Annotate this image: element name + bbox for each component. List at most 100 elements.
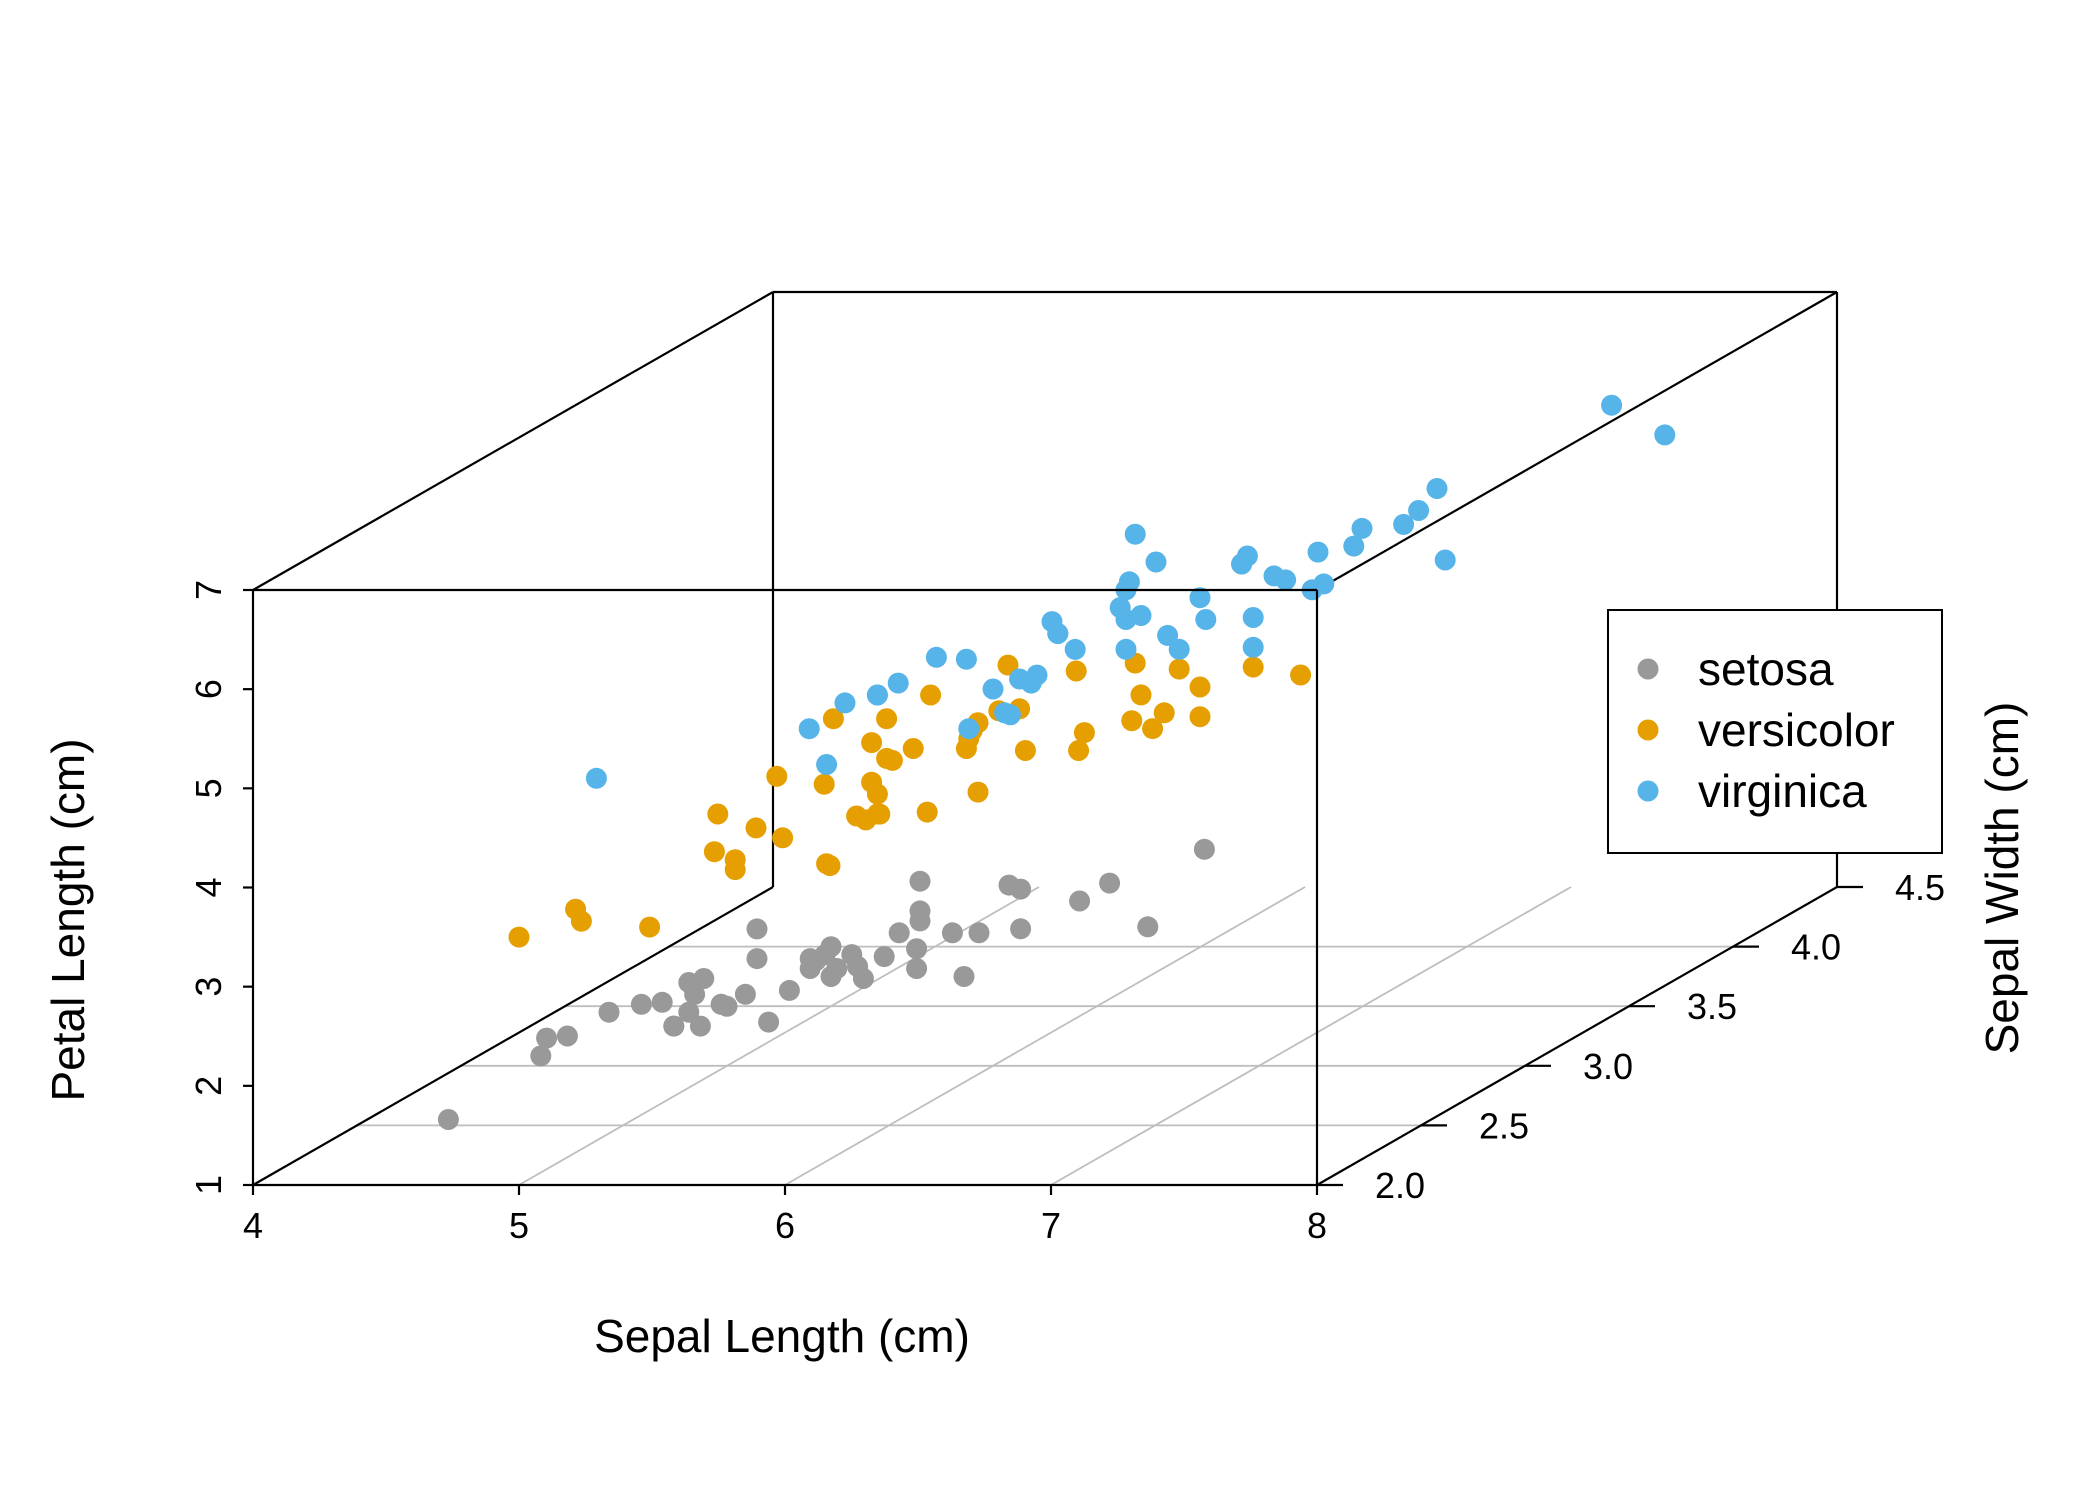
data-point-setosa (1010, 918, 1032, 940)
data-point-versicolor (1242, 656, 1264, 678)
data-point-setosa (689, 1015, 711, 1037)
data-point-virginica (834, 692, 856, 714)
data-point-setosa (909, 870, 931, 892)
data-point-versicolor (813, 773, 835, 795)
data-point-virginica (1275, 569, 1297, 591)
data-point-virginica (1242, 607, 1264, 628)
data-point-versicolor (703, 841, 725, 863)
data-point-versicolor (508, 926, 530, 948)
data-point-setosa (746, 918, 768, 940)
data-point-setosa (630, 993, 652, 1015)
data-point-virginica (1195, 609, 1217, 630)
data-point-setosa (758, 1011, 780, 1033)
data-point-versicolor (1014, 740, 1036, 761)
data-point-setosa (906, 958, 928, 979)
data-point-setosa (663, 1015, 685, 1037)
z-axis-title: Petal Length (cm) (42, 738, 94, 1101)
z-tick-label: 6 (188, 679, 229, 699)
z-tick-label: 1 (188, 1175, 229, 1195)
data-point-setosa (651, 991, 673, 1013)
data-point-versicolor (1068, 740, 1090, 761)
legend-marker-virginica (1637, 780, 1659, 802)
data-point-versicolor (1189, 676, 1211, 698)
data-point-setosa (909, 900, 931, 922)
data-point-versicolor (1130, 684, 1152, 706)
y-tick-label: 3.0 (1583, 1046, 1633, 1087)
data-point-setosa (536, 1027, 558, 1049)
data-point-virginica (1654, 424, 1676, 446)
x-tick-label: 5 (509, 1205, 529, 1246)
data-point-versicolor (902, 738, 924, 759)
data-point-versicolor (920, 684, 942, 706)
data-point-versicolor (1073, 722, 1095, 744)
z-tick-label: 3 (188, 977, 229, 997)
z-tick-label: 7 (188, 580, 229, 600)
data-point-versicolor (816, 853, 838, 875)
data-point-setosa (1193, 838, 1215, 860)
data-point-virginica (1242, 636, 1264, 658)
legend-box (1607, 609, 1943, 854)
data-point-virginica (1064, 638, 1086, 660)
data-point-versicolor (1153, 702, 1175, 724)
y-tick-label: 4.0 (1791, 927, 1841, 968)
data-point-versicolor (724, 859, 746, 881)
data-point-versicolor (1168, 658, 1190, 680)
box-edge (252, 291, 774, 591)
grid-line-x (1050, 886, 1572, 1186)
data-point-virginica (1115, 638, 1137, 660)
legend-label-setosa: setosa (1698, 643, 1834, 695)
data-point-virginica (866, 684, 888, 706)
data-point-virginica (1307, 541, 1329, 563)
legend-label-versicolor: versicolor (1698, 704, 1895, 756)
data-point-virginica (955, 648, 977, 670)
data-point-versicolor (772, 827, 794, 849)
data-point-virginica (1124, 523, 1146, 545)
data-point-versicolor (707, 803, 729, 825)
data-point-virginica (1145, 551, 1167, 573)
data-point-setosa (805, 950, 827, 972)
tick-labels: 4 5 6 7 8 1 2 3 4 5 6 7 2.0 2.5 3.0 3.5 4.0 4.5 (188, 580, 1945, 1246)
x-tick-label: 6 (775, 1205, 795, 1246)
data-point-virginica (1351, 517, 1373, 539)
data-point-virginica (1343, 535, 1365, 557)
data-point-setosa (968, 922, 990, 944)
data-point-setosa (820, 936, 842, 958)
data-point-setosa (953, 966, 975, 987)
data-point-versicolor (1142, 718, 1164, 740)
data-point-virginica (925, 646, 947, 668)
data-point-versicolor (1065, 660, 1087, 682)
y-axis-line (1316, 886, 1838, 1186)
data-point-versicolor (881, 749, 903, 771)
data-point-versicolor (866, 783, 888, 805)
grid-line-x (784, 886, 1306, 1186)
legend-marker-setosa (1637, 658, 1659, 680)
legend: setosa versicolor virginica (1607, 609, 1943, 854)
data-point-versicolor (916, 801, 938, 823)
data-point-versicolor (822, 708, 844, 730)
data-point-virginica (1313, 573, 1335, 595)
data-point-setosa (906, 938, 928, 960)
data-point-versicolor (876, 708, 898, 730)
data-point-virginica (1168, 638, 1190, 660)
data-point-virginica (958, 718, 980, 740)
data-point-setosa (1010, 878, 1032, 900)
data-point-setosa (1069, 890, 1091, 912)
data-point-setosa (556, 1025, 578, 1047)
z-tick-label: 5 (188, 778, 229, 798)
data-point-versicolor (1290, 664, 1312, 686)
data-point-virginica (1026, 664, 1048, 686)
box-edge (1316, 291, 1838, 591)
x-tick-label: 4 (243, 1205, 263, 1246)
data-point-virginica (1434, 549, 1456, 571)
data-point-versicolor (1189, 706, 1211, 728)
data-point-virginica (1115, 609, 1137, 630)
data-point-setosa (437, 1109, 459, 1130)
y-tick-label: 2.0 (1375, 1165, 1425, 1206)
data-point-virginica (1189, 587, 1211, 609)
y-tick-label: 2.5 (1479, 1105, 1529, 1146)
data-point-setosa (873, 946, 895, 968)
z-tick-label: 4 (188, 877, 229, 897)
data-point-setosa (778, 979, 800, 1001)
x-tick-label: 8 (1307, 1205, 1327, 1246)
